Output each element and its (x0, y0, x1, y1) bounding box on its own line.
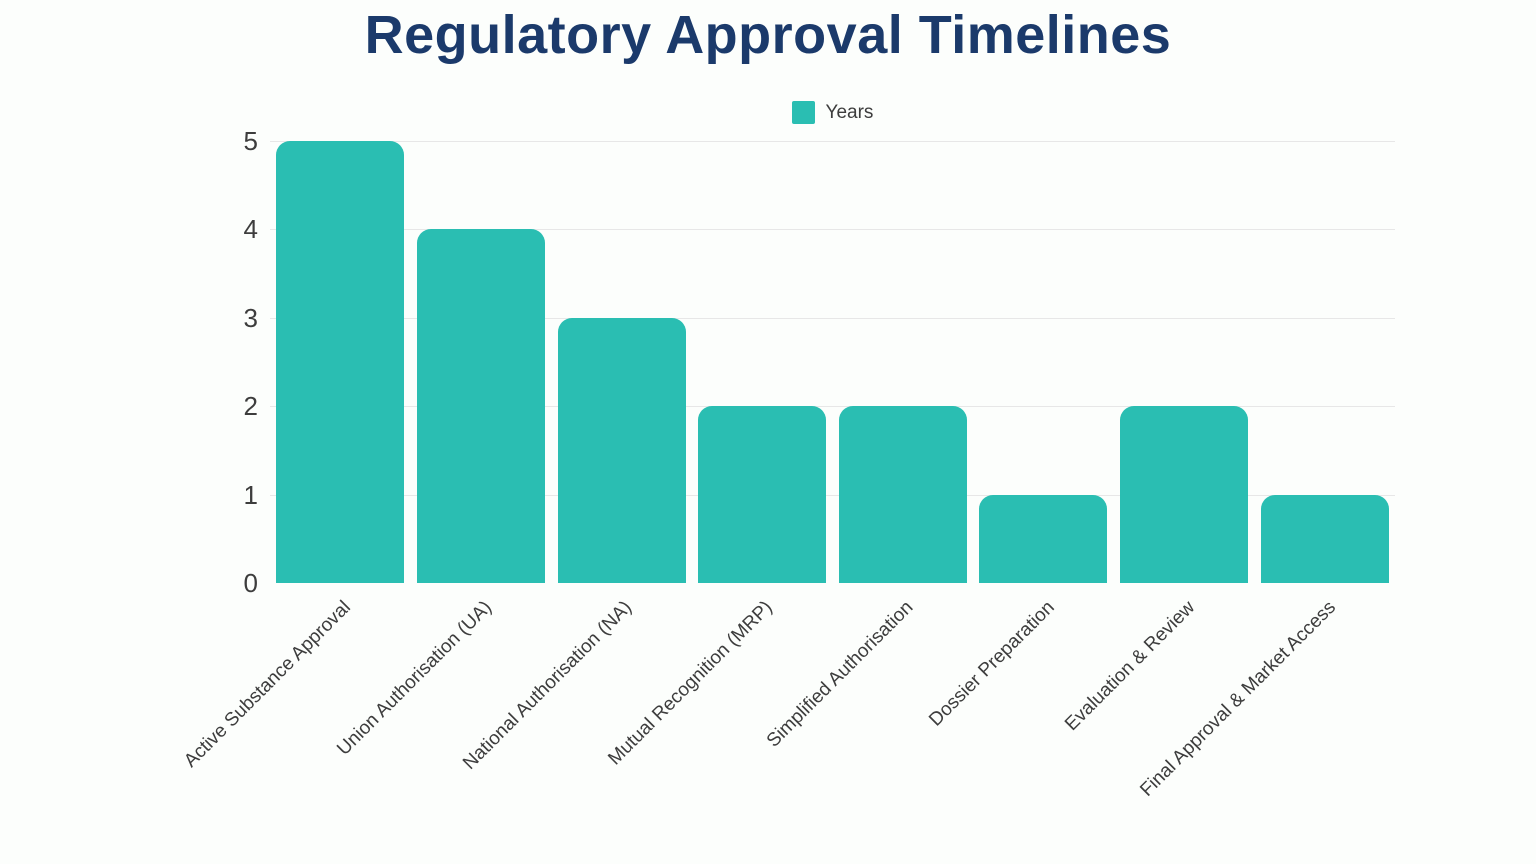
plot-area (270, 141, 1395, 583)
x-tick-label-mutual-recognition-mrp: Mutual Recognition (MRP) (604, 597, 778, 770)
gridline-4 (270, 229, 1395, 231)
gridline-5 (270, 141, 1395, 142)
x-tick-label-evaluation-review: Evaluation & Review (1060, 597, 1199, 736)
legend[interactable]: Years (270, 101, 1395, 124)
x-tick-label-union-authorisation-ua: Union Authorisation (UA) (333, 597, 496, 760)
y-tick-label-2: 2 (243, 391, 258, 422)
y-tick-label-1: 1 (243, 479, 258, 510)
gridline-1 (270, 494, 1395, 496)
gridline-3 (270, 317, 1395, 319)
bar-mutual-recognition-mrp[interactable] (698, 406, 827, 583)
bar-dossier-preparation[interactable] (979, 494, 1108, 583)
x-tick-label-dossier-preparation: Dossier Preparation (924, 597, 1059, 731)
y-tick-label-4: 4 (243, 214, 258, 245)
x-tick-label-active-substance-approval: Active Substance Approval (180, 597, 356, 772)
legend-swatch-years (791, 101, 815, 124)
bar-active-substance-approval[interactable] (276, 141, 405, 583)
bar-simplified-authorisation[interactable] (838, 406, 967, 583)
y-tick-label-5: 5 (243, 126, 258, 156)
y-tick-label-3: 3 (243, 302, 258, 333)
chart-title: Regulatory Approval Timelines (364, 5, 1172, 65)
x-tick-label-simplified-authorisation: Simplified Authorisation (763, 597, 918, 752)
gridline-2 (270, 406, 1395, 408)
y-tick-label-0: 0 (243, 568, 258, 598)
bar-final-approval-market-access[interactable] (1260, 494, 1389, 583)
bar-national-authorisation-na[interactable] (557, 317, 686, 583)
legend-label-years: Years (825, 101, 874, 123)
bar-evaluation-review[interactable] (1120, 406, 1249, 583)
bar-union-authorisation-ua[interactable] (416, 229, 545, 583)
